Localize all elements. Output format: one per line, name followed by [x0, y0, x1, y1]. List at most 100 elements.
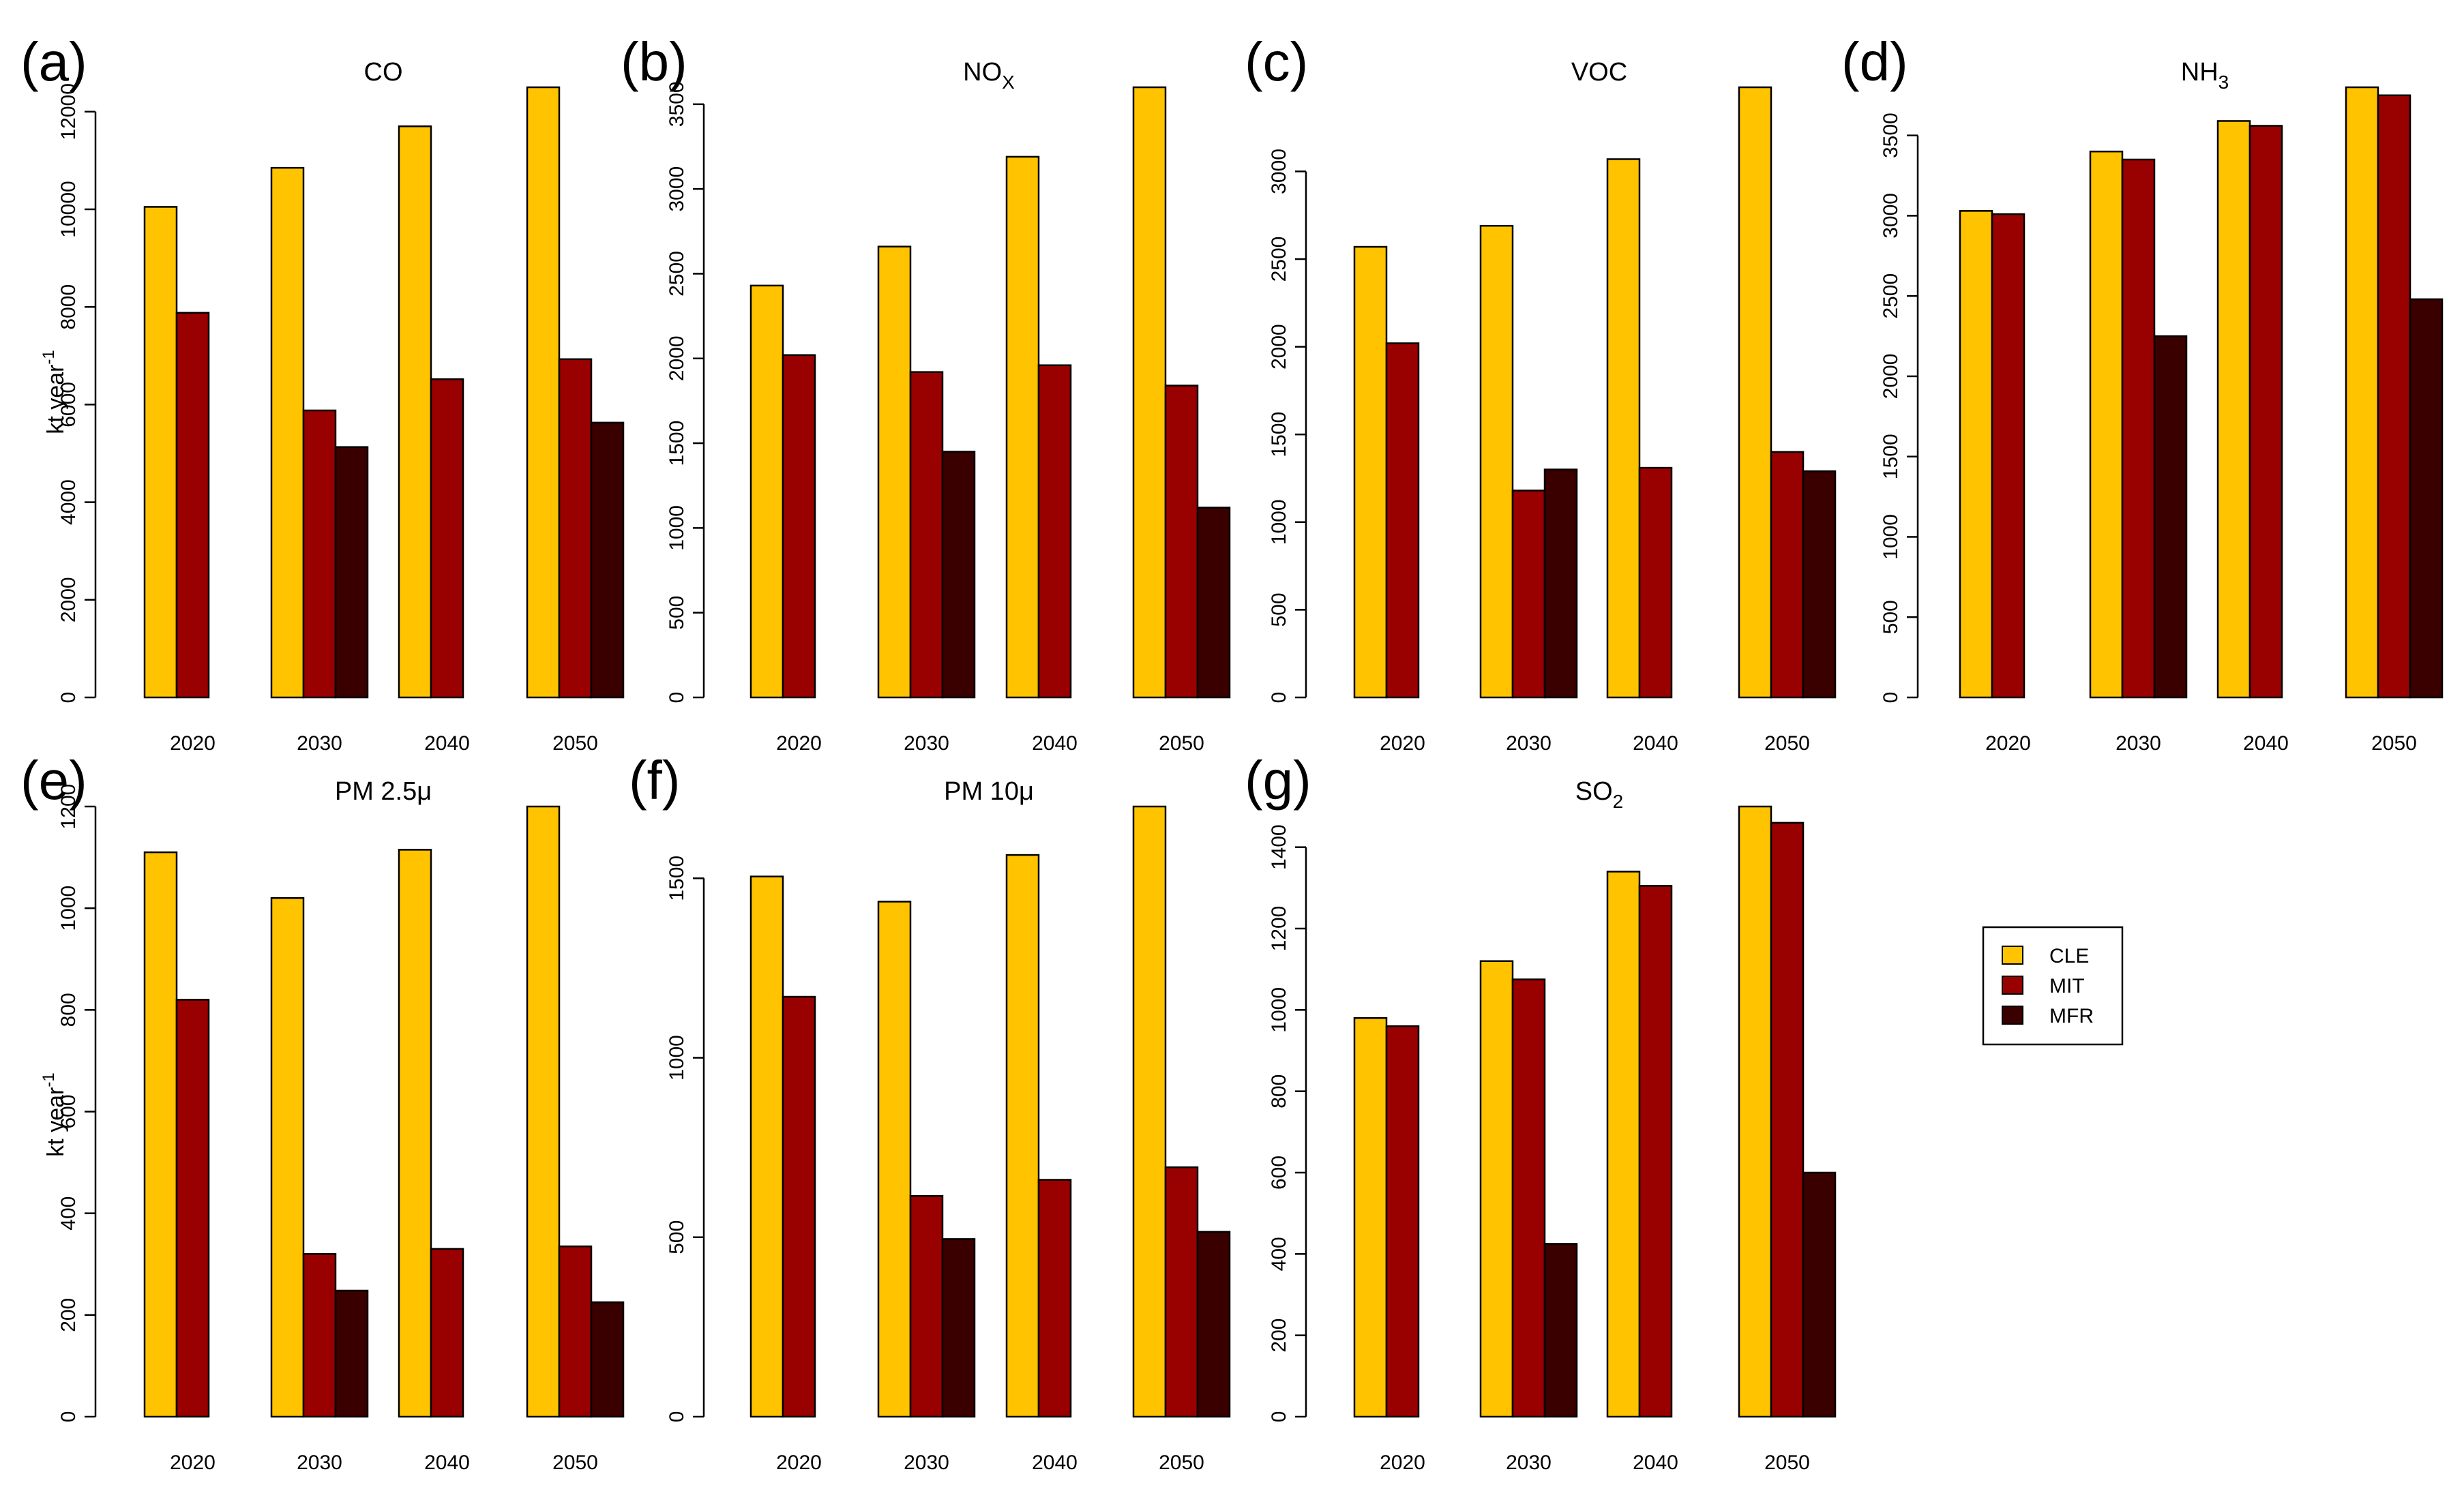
bar-cle-2020 [1353, 245, 1388, 699]
x-category-label: 2040 [1032, 1451, 1078, 1474]
x-category-label: 2050 [1764, 1451, 1810, 1474]
y-tick-label: 800 [57, 993, 80, 1027]
bar-mit-2050 [1164, 385, 1199, 699]
bar-mit-2040 [430, 378, 464, 699]
y-tick-label: 0 [666, 692, 688, 704]
bar-mit-2020 [782, 995, 816, 1418]
x-category-label: 2020 [1985, 732, 2031, 755]
bar-mfr-2030 [334, 1289, 369, 1418]
bar-cle-2020 [1959, 210, 1993, 699]
bar-mit-2020 [782, 354, 816, 699]
y-tick-label: 800 [1268, 1074, 1290, 1109]
y-tick-label: 2500 [666, 251, 688, 297]
y-tick-label: 1000 [666, 1035, 688, 1081]
chart-title-main: VOC [1571, 58, 1627, 87]
bar-mfr-2050 [2409, 298, 2444, 699]
y-axis-label: kt year-1 [40, 350, 69, 434]
y-tick-label: 200 [57, 1298, 80, 1332]
bar-cle-2030 [1479, 960, 1514, 1418]
legend-label-mit: MIT [2049, 975, 2085, 997]
x-category-label: 2030 [1506, 732, 1552, 755]
x-category-label: 2040 [1633, 732, 1678, 755]
bar-cle-2050 [526, 86, 561, 699]
x-category-label: 2020 [776, 732, 822, 755]
y-tick-label: 1000 [1268, 499, 1290, 545]
x-category-label: 2040 [424, 732, 470, 755]
y-tick-label: 1000 [666, 505, 688, 551]
x-category-label: 2030 [297, 1451, 342, 1474]
y-tick-label: 4000 [57, 479, 80, 525]
x-category-label: 2020 [1380, 732, 1425, 755]
y-tick-label: 12000 [57, 83, 80, 140]
x-category-label: 2030 [904, 1451, 949, 1474]
chart-title: PM 10μ [944, 777, 1034, 806]
bar-cle-2050 [2345, 86, 2379, 699]
bar-mit-2030 [302, 409, 337, 699]
bar-mit-2020 [1991, 213, 2025, 699]
bar-mit-2040 [2248, 125, 2283, 699]
chart-title-main: PM 2.5μ [335, 777, 432, 806]
chart-panel-d: (d) NH3 0 500 1000 1500 2000 2500 3000 3500 2020 20… [1841, 31, 2444, 755]
y-tick-label: 2500 [1268, 237, 1290, 282]
bar-mfr-2050 [1802, 1171, 1837, 1418]
y-tick-label: 1000 [57, 886, 80, 931]
x-category-label: 2020 [170, 1451, 216, 1474]
bar-cle-2020 [143, 206, 178, 699]
bar-mit-2050 [1164, 1166, 1199, 1418]
x-category-label: 2050 [1159, 1451, 1204, 1474]
legend-swatch-mfr [2002, 1006, 2023, 1025]
bar-mfr-2030 [941, 451, 976, 699]
y-tick-label: 0 [1880, 692, 1902, 704]
y-tick-label: 2000 [1880, 354, 1902, 400]
bar-mit-2030 [2121, 158, 2156, 699]
panel-letter: (f) [629, 750, 681, 811]
bar-mfr-2030 [1543, 468, 1578, 699]
chart-title-main: PM 10μ [944, 777, 1034, 806]
chart-title-subscript: 2 [1613, 791, 1624, 812]
x-category-label: 2050 [552, 1451, 598, 1474]
y-tick-label: 3500 [666, 81, 688, 127]
bar-mit-2040 [1037, 1179, 1072, 1418]
bar-mit-2040 [1638, 466, 1673, 699]
chart-title: PM 2.5μ [335, 777, 432, 806]
bar-cle-2050 [1738, 805, 1772, 1418]
chart-title-main: SO [1575, 777, 1613, 806]
y-tick-label: 500 [666, 596, 688, 630]
chart-title-subscript: X [1002, 72, 1015, 93]
x-category-label: 2030 [297, 732, 342, 755]
bar-cle-2050 [1132, 86, 1167, 699]
y-tick-label: 6000 [57, 382, 80, 427]
panel-letter: (a) [20, 31, 87, 92]
y-tick-label: 1500 [666, 421, 688, 466]
chart-title: VOC [1571, 58, 1627, 87]
chart-title: NH3 [2181, 58, 2229, 93]
legend-swatch-mit [2002, 976, 2023, 995]
y-tick-label: 0 [1268, 692, 1290, 704]
bar-cle-2050 [1132, 805, 1167, 1418]
y-tick-label: 0 [57, 1411, 80, 1423]
bar-mit-2030 [909, 371, 944, 699]
y-tick-label: 3000 [1268, 149, 1290, 194]
panel-letter: (e) [20, 750, 87, 811]
x-category-label: 2050 [1159, 732, 1204, 755]
bar-mit-2020 [175, 999, 210, 1418]
bar-cle-2030 [1479, 224, 1514, 699]
y-tick-label: 600 [57, 1094, 80, 1128]
bar-mfr-2030 [2153, 335, 2188, 699]
bar-mit-2020 [1385, 342, 1420, 699]
bar-mfr-2050 [1196, 1231, 1231, 1418]
bar-cle-2020 [749, 284, 784, 699]
x-category-label: 2040 [424, 1451, 470, 1474]
y-axis-label-superscript: -1 [40, 1072, 58, 1087]
y-tick-label: 10000 [57, 181, 80, 237]
bar-mfr-2050 [590, 421, 625, 699]
x-category-label: 2050 [2371, 732, 2417, 755]
legend-label-cle: CLE [2049, 945, 2089, 967]
bar-cle-2040 [1005, 854, 1040, 1418]
bar-cle-2020 [1353, 1017, 1388, 1418]
bar-cle-2030 [2089, 150, 2124, 699]
y-tick-label: 1400 [1268, 824, 1290, 870]
panel-letter: (b) [621, 31, 687, 92]
